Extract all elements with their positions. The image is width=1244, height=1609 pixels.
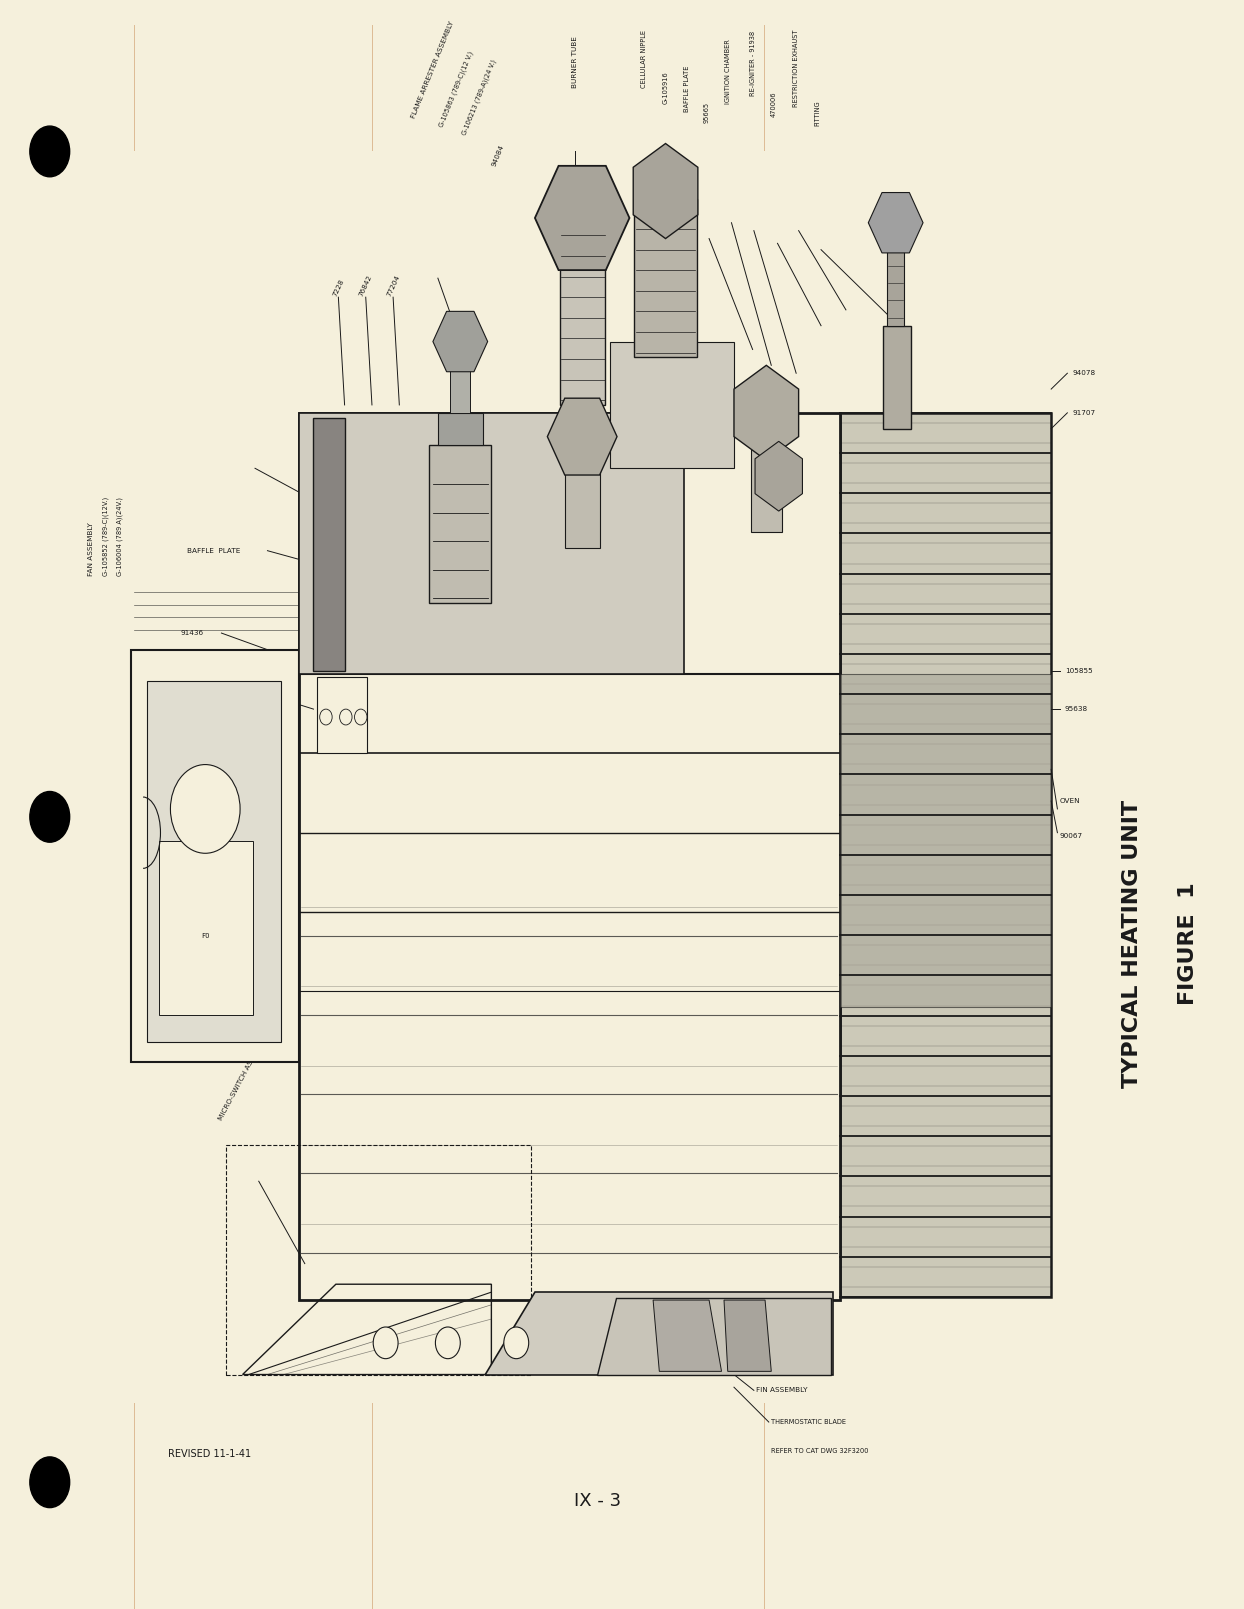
Text: IGNITION CHAMBER: IGNITION CHAMBER: [725, 39, 730, 105]
Bar: [887, 222, 904, 325]
Text: 7228: 7228: [332, 278, 345, 298]
Polygon shape: [633, 143, 698, 238]
Text: RESTRICTION EXHAUST: RESTRICTION EXHAUST: [794, 29, 799, 108]
Polygon shape: [597, 1298, 831, 1374]
Text: G-105916: G-105916: [663, 71, 668, 105]
Text: MICRO-SWITCH ASSEMBLY: MICRO-SWITCH ASSEMBLY: [218, 1035, 267, 1121]
Text: FLAME ARRESTER ASSEMBLY: FLAME ARRESTER ASSEMBLY: [411, 21, 455, 119]
Text: 470006: 470006: [771, 92, 776, 116]
Text: 91707: 91707: [1072, 410, 1096, 415]
Bar: [883, 325, 911, 428]
Text: G-105863 (789-C)(12 V.): G-105863 (789-C)(12 V.): [438, 50, 475, 127]
Text: 88319: 88319: [193, 684, 216, 690]
Bar: [317, 677, 367, 753]
Text: G-106004 (789 A)(24V.): G-106004 (789 A)(24V.): [116, 497, 123, 576]
Bar: [560, 216, 605, 405]
Polygon shape: [653, 1300, 722, 1371]
Polygon shape: [868, 193, 923, 253]
Bar: [226, 1144, 531, 1374]
Bar: [124, 151, 1070, 1403]
Text: 94084: 94084: [490, 143, 505, 167]
Text: REVISED 11-1-41: REVISED 11-1-41: [168, 1448, 251, 1459]
Text: 94078: 94078: [1072, 370, 1096, 377]
Bar: [299, 414, 840, 1300]
Bar: [147, 681, 281, 1041]
Text: G-105852 (789-C)(12V.): G-105852 (789-C)(12V.): [102, 497, 109, 576]
Text: BURNER TUBE: BURNER TUBE: [572, 35, 577, 88]
Circle shape: [355, 710, 367, 726]
Polygon shape: [755, 441, 802, 512]
Text: CELLULAR NIPPLE: CELLULAR NIPPLE: [642, 31, 647, 88]
Bar: [159, 840, 253, 1015]
Bar: [840, 674, 1051, 1007]
Text: FIGURE  1: FIGURE 1: [1178, 882, 1198, 1006]
Circle shape: [504, 1327, 529, 1358]
Bar: [610, 341, 734, 468]
Polygon shape: [734, 365, 799, 460]
Circle shape: [30, 792, 70, 842]
Polygon shape: [547, 397, 617, 475]
Text: IX - 3: IX - 3: [573, 1492, 621, 1511]
Text: OVEN: OVEN: [1060, 798, 1081, 804]
Text: 76842: 76842: [358, 274, 373, 298]
Circle shape: [30, 126, 70, 177]
Text: BAFFLE PLATE: BAFFLE PLATE: [684, 66, 689, 111]
Text: 77204: 77204: [386, 274, 401, 298]
Bar: [299, 414, 684, 674]
Bar: [131, 650, 299, 1062]
Text: FO: FO: [202, 933, 209, 938]
Text: RE-IGNITER - 91938: RE-IGNITER - 91938: [750, 31, 755, 97]
Polygon shape: [535, 166, 629, 270]
Circle shape: [320, 710, 332, 726]
Text: FAN ASSEMBLY: FAN ASSEMBLY: [88, 523, 93, 576]
Bar: [438, 414, 483, 444]
Text: THERMOSTATIC BLADE: THERMOSTATIC BLADE: [771, 1419, 846, 1426]
Text: 95665: 95665: [704, 101, 709, 122]
Text: 95638: 95638: [1065, 706, 1088, 713]
Bar: [634, 200, 697, 357]
Text: 105855: 105855: [1065, 668, 1092, 674]
Bar: [450, 357, 470, 414]
Text: FITTING: FITTING: [815, 100, 820, 126]
Bar: [313, 418, 345, 671]
Bar: [751, 414, 782, 531]
Polygon shape: [485, 1292, 833, 1374]
Circle shape: [373, 1327, 398, 1358]
Circle shape: [340, 710, 352, 726]
Circle shape: [30, 1456, 70, 1508]
Polygon shape: [433, 312, 488, 372]
Text: REFER TO CAT DWG 32F3200: REFER TO CAT DWG 32F3200: [771, 1448, 868, 1453]
Circle shape: [435, 1327, 460, 1358]
Text: 91436: 91436: [180, 631, 204, 636]
Text: G-106213 (789-A)(24 V.): G-106213 (789-A)(24 V.): [460, 58, 498, 135]
Text: 90067: 90067: [1060, 833, 1084, 838]
Bar: [840, 414, 1051, 1297]
Text: BAFFLE  PLATE: BAFFLE PLATE: [187, 547, 240, 553]
Polygon shape: [724, 1300, 771, 1371]
Bar: [565, 428, 600, 547]
Bar: [429, 444, 491, 603]
Circle shape: [170, 764, 240, 853]
Text: FIN ASSEMBLY: FIN ASSEMBLY: [756, 1387, 807, 1393]
Text: TYPICAL HEATING UNIT: TYPICAL HEATING UNIT: [1122, 800, 1142, 1088]
